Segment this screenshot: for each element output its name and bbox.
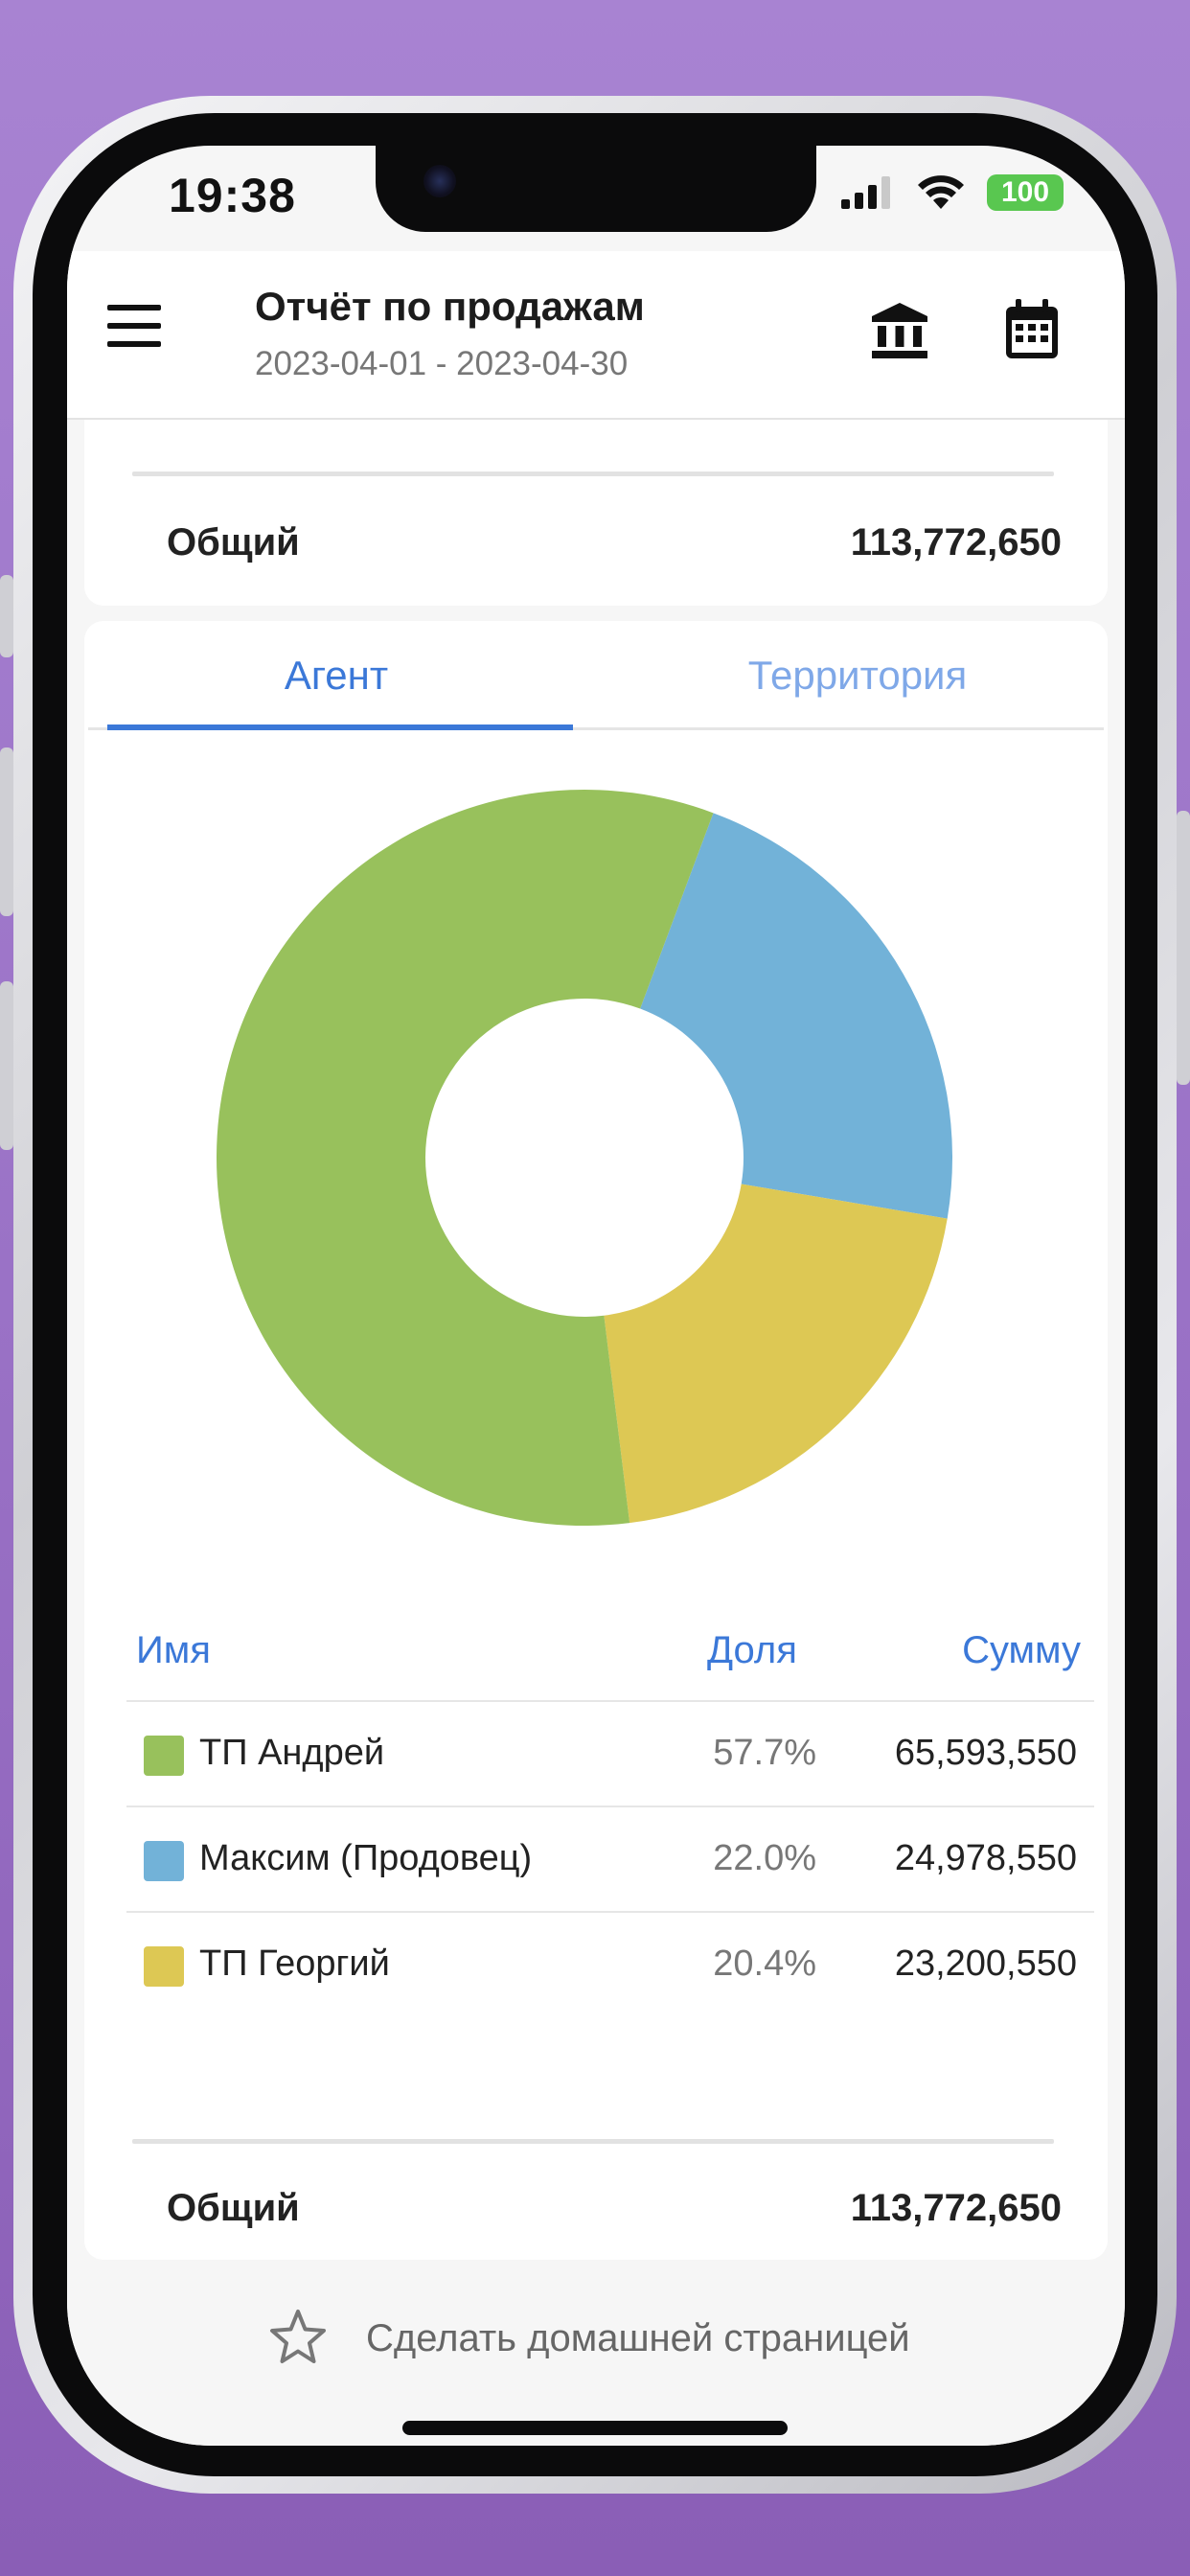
- row-sum: 24,978,550: [894, 1838, 1077, 1878]
- tab-bar: Агент Территория: [88, 621, 1104, 730]
- date-range[interactable]: 2023-04-01 - 2023-04-30: [255, 345, 629, 382]
- tab-indicator: [107, 724, 573, 730]
- row-share: 22.0%: [713, 1838, 816, 1878]
- divider: [132, 2139, 1054, 2144]
- tab-agent[interactable]: Агент: [284, 653, 389, 698]
- row-name: ТП Андрей: [199, 1733, 385, 1773]
- header-sum: Сумму: [962, 1629, 1081, 1671]
- row-sum: 23,200,550: [894, 1944, 1077, 1984]
- header-name: Имя: [136, 1629, 211, 1671]
- row-name: ТП Георгий: [199, 1944, 390, 1984]
- footer[interactable]: Сделать домашней страницей: [67, 2275, 1125, 2446]
- total-value: 113,772,650: [850, 2187, 1062, 2229]
- row-sum: 65,593,550: [894, 1733, 1077, 1773]
- table-row[interactable]: ТП Георгий 20.4% 23,200,550: [126, 1911, 1094, 2016]
- legend-swatch: [144, 1736, 184, 1776]
- donut-chart: [217, 790, 952, 1526]
- camera-icon: [423, 165, 456, 197]
- wifi-icon: [918, 175, 964, 209]
- summary-card-top: Общий 113,772,650: [84, 420, 1108, 606]
- menu-icon[interactable]: [107, 305, 161, 347]
- legend-swatch: [144, 1946, 184, 1987]
- legend-swatch: [144, 1841, 184, 1881]
- app-bar: Отчёт по продажам 2023-04-01 - 2023-04-3…: [67, 251, 1125, 420]
- total-value: 113,772,650: [850, 521, 1062, 564]
- donut-slice[interactable]: [640, 813, 952, 1219]
- bank-icon[interactable]: [870, 301, 929, 360]
- donut-slice[interactable]: [604, 1184, 948, 1524]
- total-label: Общий: [167, 2187, 300, 2229]
- phone-side-button-right: [1177, 811, 1190, 1085]
- header-share: Доля: [707, 1629, 797, 1671]
- phone-side-button-left-2: [0, 748, 13, 916]
- table-row[interactable]: ТП Андрей 57.7% 65,593,550: [126, 1700, 1094, 1806]
- calendar-icon[interactable]: [1004, 299, 1060, 360]
- total-label: Общий: [167, 521, 300, 564]
- status-time: 19:38: [169, 169, 296, 222]
- tab-territory[interactable]: Территория: [747, 653, 968, 698]
- phone-side-button-left-3: [0, 981, 13, 1150]
- star-icon[interactable]: [268, 2308, 328, 2367]
- home-indicator[interactable]: [402, 2421, 788, 2435]
- table-row[interactable]: Максим (Продовец) 22.0% 24,978,550: [126, 1806, 1094, 1911]
- set-home-page-label[interactable]: Сделать домашней страницей: [366, 2317, 910, 2359]
- row-share: 57.7%: [713, 1733, 816, 1773]
- screen: 19:38 100 Отчёт по продажам 2023-04-01 -…: [67, 146, 1125, 2446]
- phone-side-button-left-1: [0, 575, 13, 657]
- signal-icon: [841, 176, 890, 209]
- row-name: Максим (Продовец): [199, 1838, 533, 1878]
- chart-card: Агент Территория Имя Доля Сумму ТП Андре…: [84, 621, 1108, 2260]
- donut-slice[interactable]: [217, 790, 714, 1526]
- row-share: 20.4%: [713, 1944, 816, 1984]
- page-title: Отчёт по продажам: [255, 284, 645, 329]
- divider: [132, 472, 1054, 476]
- battery-icon: 100: [987, 174, 1064, 211]
- status-icons: 100: [841, 174, 1064, 211]
